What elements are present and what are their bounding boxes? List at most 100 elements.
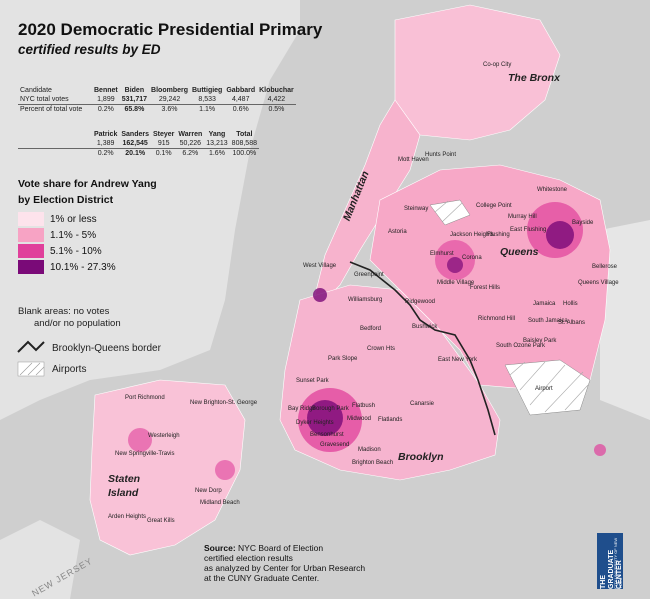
neighborhood-label: Dyker Heights <box>296 420 334 426</box>
neighborhood-label: Bellerose <box>592 264 618 270</box>
neighborhood-label: Brighton Beach <box>352 460 394 466</box>
vote-percent: 0.2% <box>92 148 120 158</box>
neighborhood-label: South Ozone Park <box>496 343 546 349</box>
vote-count: 8,533 <box>198 96 216 103</box>
neighborhood-label: Airport <box>535 386 553 392</box>
vote-percent: 0.5% <box>257 104 296 114</box>
vote-percent: 0.6% <box>224 104 258 114</box>
candidate-name: Gabbard <box>226 87 256 94</box>
candidate-name: Bennet <box>94 87 118 94</box>
legend-swatch <box>18 228 44 242</box>
neighborhood-label: Middle Village <box>437 280 475 286</box>
vote-percent: 1.1% <box>190 104 225 114</box>
vote-count: 29,242 <box>158 96 181 103</box>
neighborhood-label: Baisley Park <box>523 338 557 344</box>
borough-label-queens: Queens <box>500 246 539 258</box>
vote-count: 50,226 <box>179 140 202 147</box>
neighborhood-label: Mott Haven <box>398 157 429 163</box>
neighborhood-label: Gravesend <box>320 442 350 448</box>
neighborhood-label: Hollis <box>563 301 578 307</box>
vote-percent: 0.2% <box>92 104 120 114</box>
vote-count: 531,717 <box>121 96 148 103</box>
neighborhood-label: West Village <box>303 263 337 269</box>
neighborhood-label: Hunts Point <box>425 152 457 158</box>
legend-swatch <box>18 244 44 258</box>
neighborhood-label: Greenpoint <box>354 272 384 278</box>
nassau-land <box>600 220 650 420</box>
neighborhood-label: Midwood <box>347 416 372 422</box>
neighborhood-label: South Jamaica <box>528 318 568 324</box>
neighborhood-label: St. Albans <box>558 320 586 326</box>
neighborhood-label: Richmond Hill <box>478 316 516 322</box>
legend-swatch <box>18 260 44 274</box>
legend-item-3: 5.1% - 10% <box>18 244 102 258</box>
borough-label-brooklyn: Brooklyn <box>398 451 444 463</box>
brooklyn-queens-border <box>349 261 496 436</box>
legend-label: 5.1% - 10% <box>50 245 102 257</box>
neighborhood-label: Park Slope <box>328 356 358 362</box>
vote-count: 1,899 <box>97 96 115 103</box>
vote-count: 162,545 <box>122 140 148 147</box>
vote-percent: 65.8% <box>119 104 150 114</box>
vote-count: 13,213 <box>206 140 228 147</box>
candidate-name: Sanders <box>121 131 149 138</box>
source-note: Source: NYC Board of Election certified … <box>204 543 365 583</box>
borough-label-staten: Staten <box>108 473 141 485</box>
row-label-votes: NYC total votes <box>20 96 69 103</box>
staten-island-region <box>89 379 246 556</box>
neighborhood-label: Flatbush <box>352 403 376 409</box>
row-label-percent: Percent of total vote <box>18 104 92 114</box>
candidate-name: Yang <box>208 131 226 138</box>
neighborhood-label: Ridgewood <box>405 299 436 305</box>
borough-label-bronx: The Bronx <box>508 72 560 84</box>
neighborhood-label: Co-op City <box>483 62 512 68</box>
laguardia-airport <box>429 199 471 226</box>
legend-label: 1.1% - 5% <box>50 229 97 241</box>
legend-label: 1% or less <box>50 213 97 225</box>
source-line: NYC Board of Election <box>238 543 324 553</box>
source-line: certified election results <box>204 553 293 563</box>
neighborhood-label: Bay Ridge <box>288 406 316 412</box>
legend-item-4: 10.1% - 27.3% <box>18 260 116 274</box>
legend-title-line1: Vote share for Andrew Yang <box>18 178 157 190</box>
jfk-airport <box>504 359 591 416</box>
airport-hatching <box>434 200 589 413</box>
neighborhood-label: Elmhurst <box>430 251 454 257</box>
neighborhood-label: East Flushing <box>510 227 547 233</box>
legend-swatch <box>18 212 44 226</box>
results-table-top: Candidate Bennet Biden Bloomberg Buttigi… <box>18 86 296 114</box>
neighborhood-label: Bushwick <box>412 324 438 330</box>
legend-label: 10.1% - 27.3% <box>50 261 116 273</box>
map-subtitle: certified results by ED <box>18 42 161 57</box>
neighborhood-label: College Point <box>476 203 512 209</box>
vote-count: 915 <box>157 140 170 147</box>
neighborhood-label: Midland Beach <box>200 500 240 506</box>
neighborhood-label: New Dorp <box>195 488 222 494</box>
neighborhood-label: Williamsburg <box>348 297 383 303</box>
row-label-candidate: Candidate <box>20 87 52 94</box>
neighborhood-label: Forest Hills <box>470 285 501 291</box>
neighborhood-label: Corona <box>462 255 482 261</box>
neighborhood-label: Borough Park <box>312 406 349 412</box>
vote-percent: 3.6% <box>149 104 190 114</box>
neighborhood-label: Astoria <box>388 229 407 235</box>
vote-percent: 100.0% <box>229 148 259 158</box>
vote-count: 808,588 <box>231 140 257 147</box>
candidate-name: Warren <box>178 131 203 138</box>
vote-percent: 1.6% <box>204 148 230 158</box>
map-title: 2020 Democratic Presidential Primary <box>18 20 323 39</box>
neighborhood-label: Port Richmond <box>125 395 165 401</box>
neighborhood-label: Sunset Park <box>296 378 329 384</box>
neighborhood-label: Bayside <box>572 220 594 226</box>
candidate-name: Buttigieg <box>192 87 223 94</box>
neighborhood-label: Jamaica <box>533 301 556 307</box>
vote-count: 1,389 <box>96 140 115 147</box>
graduate-center-logo: THE GRADUATE CENTER CITY UNIVERSITY OF N… <box>597 533 623 589</box>
neighborhood-label: Flushing <box>487 232 510 238</box>
legend-item-2: 1.1% - 5% <box>18 228 96 242</box>
vote-percent: 20.1% <box>119 148 151 158</box>
source-line: at the CUNY Graduate Center. <box>204 573 320 583</box>
neighborhood-label: Bedford <box>360 326 382 332</box>
